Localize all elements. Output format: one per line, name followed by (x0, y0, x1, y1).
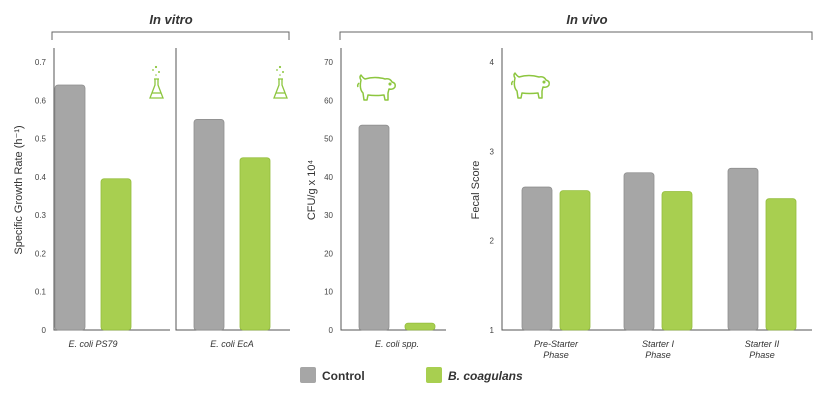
legend-swatch-b-coagulans (426, 367, 442, 383)
y-axis-label-fecal-score: Fecal Score (470, 161, 482, 220)
y-tick-label: 10 (324, 288, 333, 297)
y-tick-label: 40 (324, 173, 333, 182)
bar-b-coagulans (559, 190, 591, 331)
y-tick-label: 30 (324, 211, 333, 220)
y-tick-label: 70 (324, 58, 333, 67)
bracket-in-vitro (51, 31, 290, 40)
x-category-label: Starter I (642, 339, 675, 349)
legend-swatch-control (300, 367, 316, 383)
bar-b-coagulans (765, 198, 797, 331)
y-tick-label: 0.7 (35, 58, 47, 67)
y-tick-label: 0.5 (35, 135, 47, 144)
y-tick-label: 20 (324, 249, 333, 258)
y-tick-label: 1 (490, 326, 495, 335)
x-category-label: Pre-Starter (534, 339, 579, 349)
pig-icon (356, 74, 396, 101)
x-category-label: Phase (645, 350, 671, 360)
flask-icon (273, 65, 288, 99)
panel-1-axes (53, 48, 170, 331)
y-tick-label: 3 (490, 147, 495, 156)
legend-label-b-coagulans: B. coagulans (448, 369, 523, 383)
bar-control (358, 124, 390, 331)
y-tick-label: 0.4 (35, 173, 47, 182)
x-category-label: E. coli spp. (375, 339, 419, 349)
y-tick-label: 2 (490, 237, 495, 246)
bar-control (193, 119, 225, 331)
y-tick-label: 0.1 (35, 288, 47, 297)
bar-control (727, 167, 759, 331)
x-category-label: E. coli PS79 (68, 339, 117, 349)
chart-marks: 0 0.1 0.2 0.3 0.4 0.5 0.6 0.7 E. coli PS79 E. col… (35, 58, 797, 360)
y-tick-label: 0.2 (35, 249, 47, 258)
x-category-label: E. coli EcA (210, 339, 254, 349)
x-category-label: Phase (543, 350, 569, 360)
legend-label-control: Control (322, 369, 365, 383)
y-tick-label: 50 (324, 135, 333, 144)
bracket-in-vivo (339, 31, 813, 40)
bar-control (521, 186, 553, 331)
panel-3-axes (340, 48, 446, 331)
panel-2-axes (175, 48, 290, 331)
bar-control (623, 172, 655, 331)
x-category-label: Starter II (745, 339, 780, 349)
y-axis-label-cfu: CFU/g x 10⁴ (306, 160, 318, 221)
y-axis-label-growth-rate: Specific Growth Rate (h⁻¹) (13, 125, 25, 254)
pig-icon (510, 72, 550, 99)
y-tick-label: 60 (324, 96, 333, 105)
x-category-label: Phase (749, 350, 775, 360)
bar-b-coagulans (100, 178, 132, 331)
bar-b-coagulans (239, 157, 271, 331)
bar-b-coagulans (404, 322, 436, 331)
y-tick-label: 0.6 (35, 96, 47, 105)
bar-control (54, 84, 86, 331)
y-tick-label: 0 (329, 326, 334, 335)
flask-icon (149, 65, 164, 99)
y-tick-label: 0.3 (35, 211, 47, 220)
y-tick-label: 0 (42, 326, 47, 335)
group-title-in-vivo: In vivo (566, 12, 607, 27)
y-tick-label: 4 (490, 58, 495, 67)
group-title-in-vitro: In vitro (149, 12, 192, 27)
panel-4-axes (501, 48, 812, 331)
bar-b-coagulans (661, 191, 693, 331)
